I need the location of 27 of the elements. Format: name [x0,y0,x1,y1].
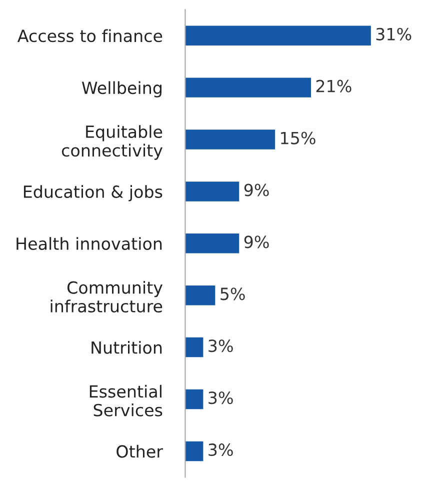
data-label: 3% [208,391,233,404]
y-tick-label: Equitable connectivity [62,125,162,160]
y-tick-label: Wellbeing [82,81,162,98]
bar [185,337,204,358]
bar [185,234,240,254]
data-label: 5% [220,288,245,300]
y-tick-label: Community infrastructure [50,280,163,313]
bar [185,130,276,150]
y-tick-label: Access to finance [17,29,162,42]
y-tick-label: Other [116,444,163,458]
data-label: 31% [376,28,412,40]
y-tick-label: Nutrition [92,340,162,354]
data-label: 9% [244,184,269,196]
y-tick-label: Health innovation [16,237,162,250]
bar [185,78,312,98]
data-label: 21% [316,80,352,92]
y-tick-label: Essential Services [90,384,162,416]
y-tick-label: Education & jobs [24,185,162,202]
data-label: 3% [208,340,233,352]
data-label: 15% [281,132,316,144]
bar [185,285,216,306]
data-label: 9% [244,236,269,248]
bar [185,389,204,410]
data-label: 3% [208,443,233,456]
bar [185,441,204,462]
bar [185,182,240,202]
bar [185,26,371,46]
